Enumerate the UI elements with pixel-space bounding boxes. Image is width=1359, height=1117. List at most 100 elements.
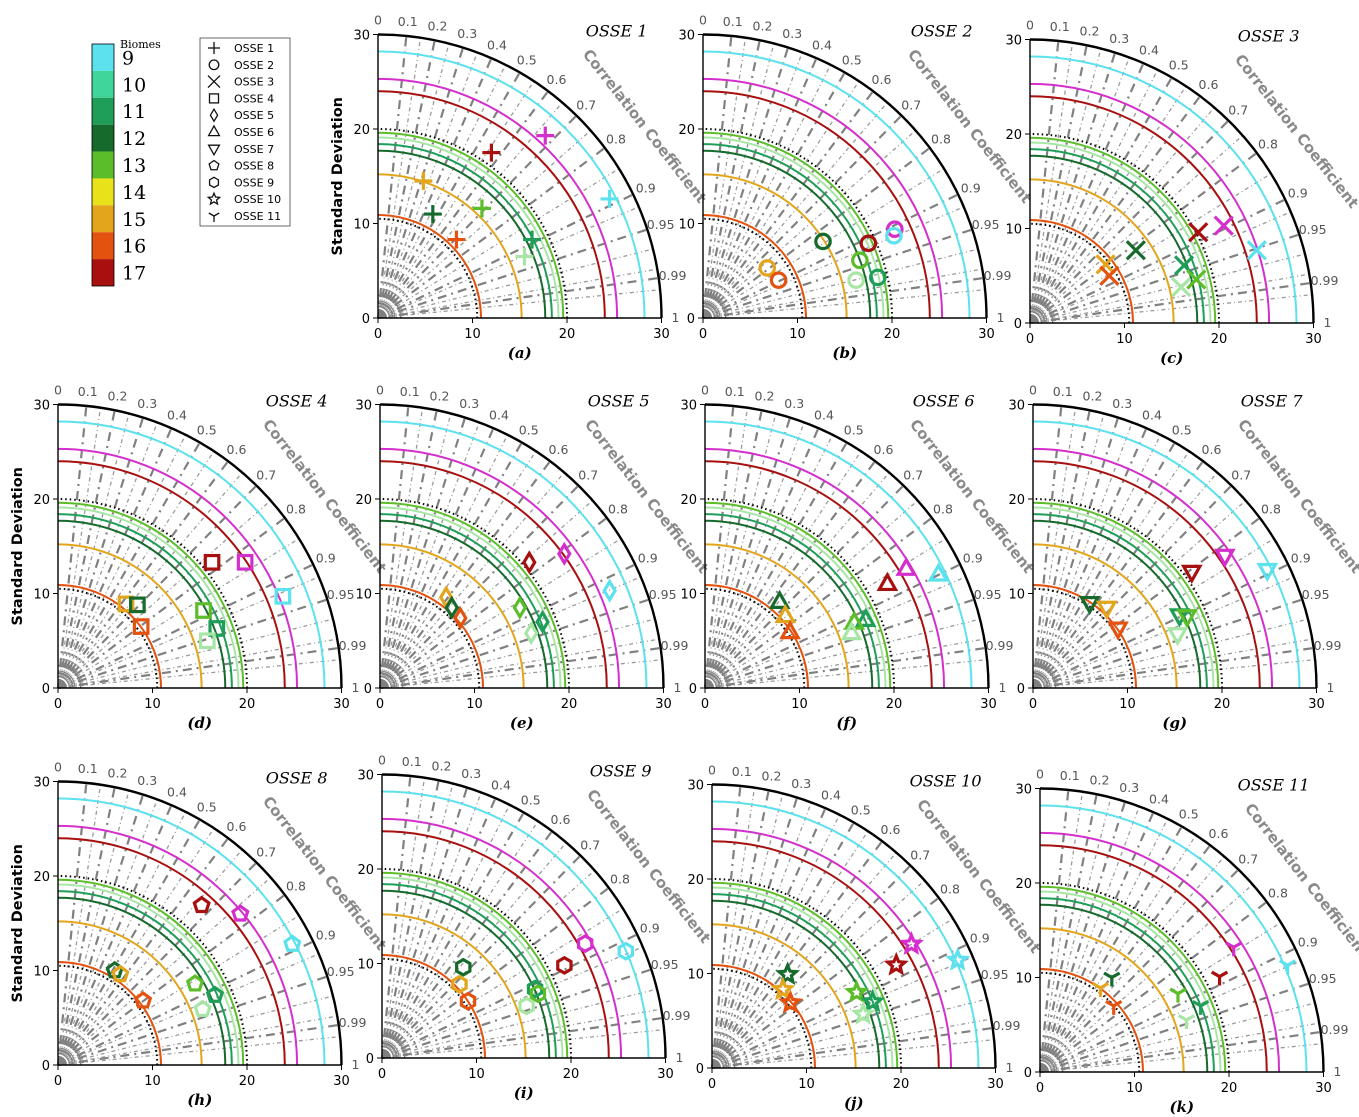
corr-tick-label: 0.8 [933, 502, 953, 517]
biome-ref-arc [57, 824, 299, 1066]
data-point-biome-12 [1103, 971, 1121, 987]
colorbar-swatch [92, 178, 114, 206]
biome-ref-arc [702, 213, 808, 319]
y-tick-label: 0 [364, 682, 372, 697]
corr-line [378, 405, 410, 689]
biome-ref-arc [702, 131, 890, 319]
data-point-biome-15 [111, 964, 130, 983]
corr-line [711, 978, 982, 1070]
x-tick-label: 20 [563, 1067, 580, 1082]
corr-tick-label: 0.1 [1053, 384, 1073, 399]
data-point-biome-9 [945, 947, 971, 971]
data-point-biome-9 [617, 941, 635, 961]
corr-minor-line [1029, 273, 1310, 324]
corr-line [711, 1026, 993, 1070]
corr-tick-label: 0.5 [1169, 57, 1189, 72]
corr-minor-line [1039, 883, 1254, 1073]
corr-line [381, 811, 525, 1059]
corr-minor-line [1032, 538, 1275, 689]
corr-minor-line [381, 820, 539, 1059]
corr-minor-line [702, 168, 945, 319]
biome-ref-arc [381, 871, 569, 1059]
data-point-biome-12 [444, 595, 460, 620]
biome-ref-arc [704, 506, 887, 689]
biome-ref-arc [57, 878, 245, 1066]
corr-tick-label: 0.4 [167, 784, 187, 799]
hexagon-icon [208, 176, 220, 189]
corr-line [376, 57, 493, 319]
biome-ref-arc [702, 173, 848, 319]
corr-tick-label: 0.9 [638, 550, 658, 565]
corr-tick-label: 0.6 [1202, 442, 1222, 457]
corr-tick-label: 0 [1029, 383, 1037, 398]
biome-ref-arc [379, 519, 549, 689]
corr-line [1039, 947, 1296, 1073]
data-point-biome-16 [769, 271, 788, 289]
corr-minor-line [704, 576, 967, 689]
dotted-ref-arc [57, 587, 159, 689]
corr-line [57, 646, 339, 690]
corr-line [1032, 441, 1176, 689]
x-tick-label: 10 [464, 327, 481, 342]
corr-tick-label: 0.2 [430, 389, 450, 404]
data-point-biome-magenta [1213, 215, 1234, 236]
tri-down-icon [208, 212, 220, 222]
panel-title: OSSE 1 [586, 22, 648, 41]
panel-caption: (b) [832, 344, 857, 362]
legend-label: OSSE 7 [234, 143, 274, 156]
x-tick-label: 30 [978, 327, 995, 342]
corr-line [57, 563, 314, 689]
corr-line [1029, 95, 1201, 324]
corr-minor-line [57, 638, 338, 689]
biome-ref-arc [711, 881, 899, 1069]
x-tick-label: 10 [1119, 697, 1136, 712]
corr-minor-line [711, 852, 897, 1069]
y-tick-label: 10 [33, 588, 50, 603]
corr-line [56, 410, 116, 689]
data-point-biome-13 [844, 979, 870, 1004]
corr-tick-label: 0.2 [755, 389, 775, 404]
y-tick-label: 30 [687, 779, 704, 794]
origin-arc [704, 664, 729, 689]
corr-minor-line [1029, 253, 1306, 324]
corr-line [704, 484, 905, 689]
panel-title: OSSE 9 [590, 762, 652, 781]
corr-line [57, 517, 286, 689]
x-tick-label: 30 [333, 1074, 350, 1089]
corr-line [381, 887, 610, 1059]
y-tick-label: 30 [1015, 783, 1032, 798]
data-point-biome-12 [1125, 240, 1146, 261]
corr-line [377, 90, 549, 319]
y-tick-label: 0 [696, 1062, 704, 1077]
data-point-biome-12 [129, 596, 146, 614]
colorbar-swatch [92, 124, 114, 152]
corr-minor-line [57, 407, 102, 689]
corr-minor-line [57, 413, 130, 689]
corr-line [1038, 789, 1070, 1073]
corr-tick-label: 0.5 [851, 802, 871, 817]
data-point-biome-magenta [536, 126, 555, 145]
x-tick-label: 0 [1036, 1081, 1044, 1096]
corr-minor-line [57, 499, 272, 689]
legend-label: OSSE 10 [234, 193, 281, 206]
biome-ref-arc [1032, 447, 1274, 689]
dotted-ref-arc [57, 498, 248, 689]
colorbar-title: Biomes [120, 38, 161, 51]
data-point-biome-9 [1246, 240, 1267, 261]
biome-ref-arc [1032, 460, 1261, 689]
corr-tick-label: 0.2 [753, 19, 773, 34]
corr-tick-label: 0.6 [227, 442, 247, 457]
origin-arc [711, 1050, 730, 1069]
x-tick-label: 10 [798, 1077, 815, 1092]
corr-line [57, 818, 201, 1066]
biome-ref-arc [381, 817, 623, 1059]
data-point-biome-13 [851, 251, 869, 270]
y-tick-label: 10 [687, 968, 704, 983]
corr-line [380, 797, 497, 1059]
corr-line [379, 646, 661, 690]
origin-arc [381, 1034, 406, 1059]
corr-line [1029, 76, 1173, 324]
corr-tick-label: 0.4 [489, 407, 509, 422]
corr-minor-line [57, 1015, 338, 1066]
corr-tick-label: 0.1 [398, 14, 418, 29]
